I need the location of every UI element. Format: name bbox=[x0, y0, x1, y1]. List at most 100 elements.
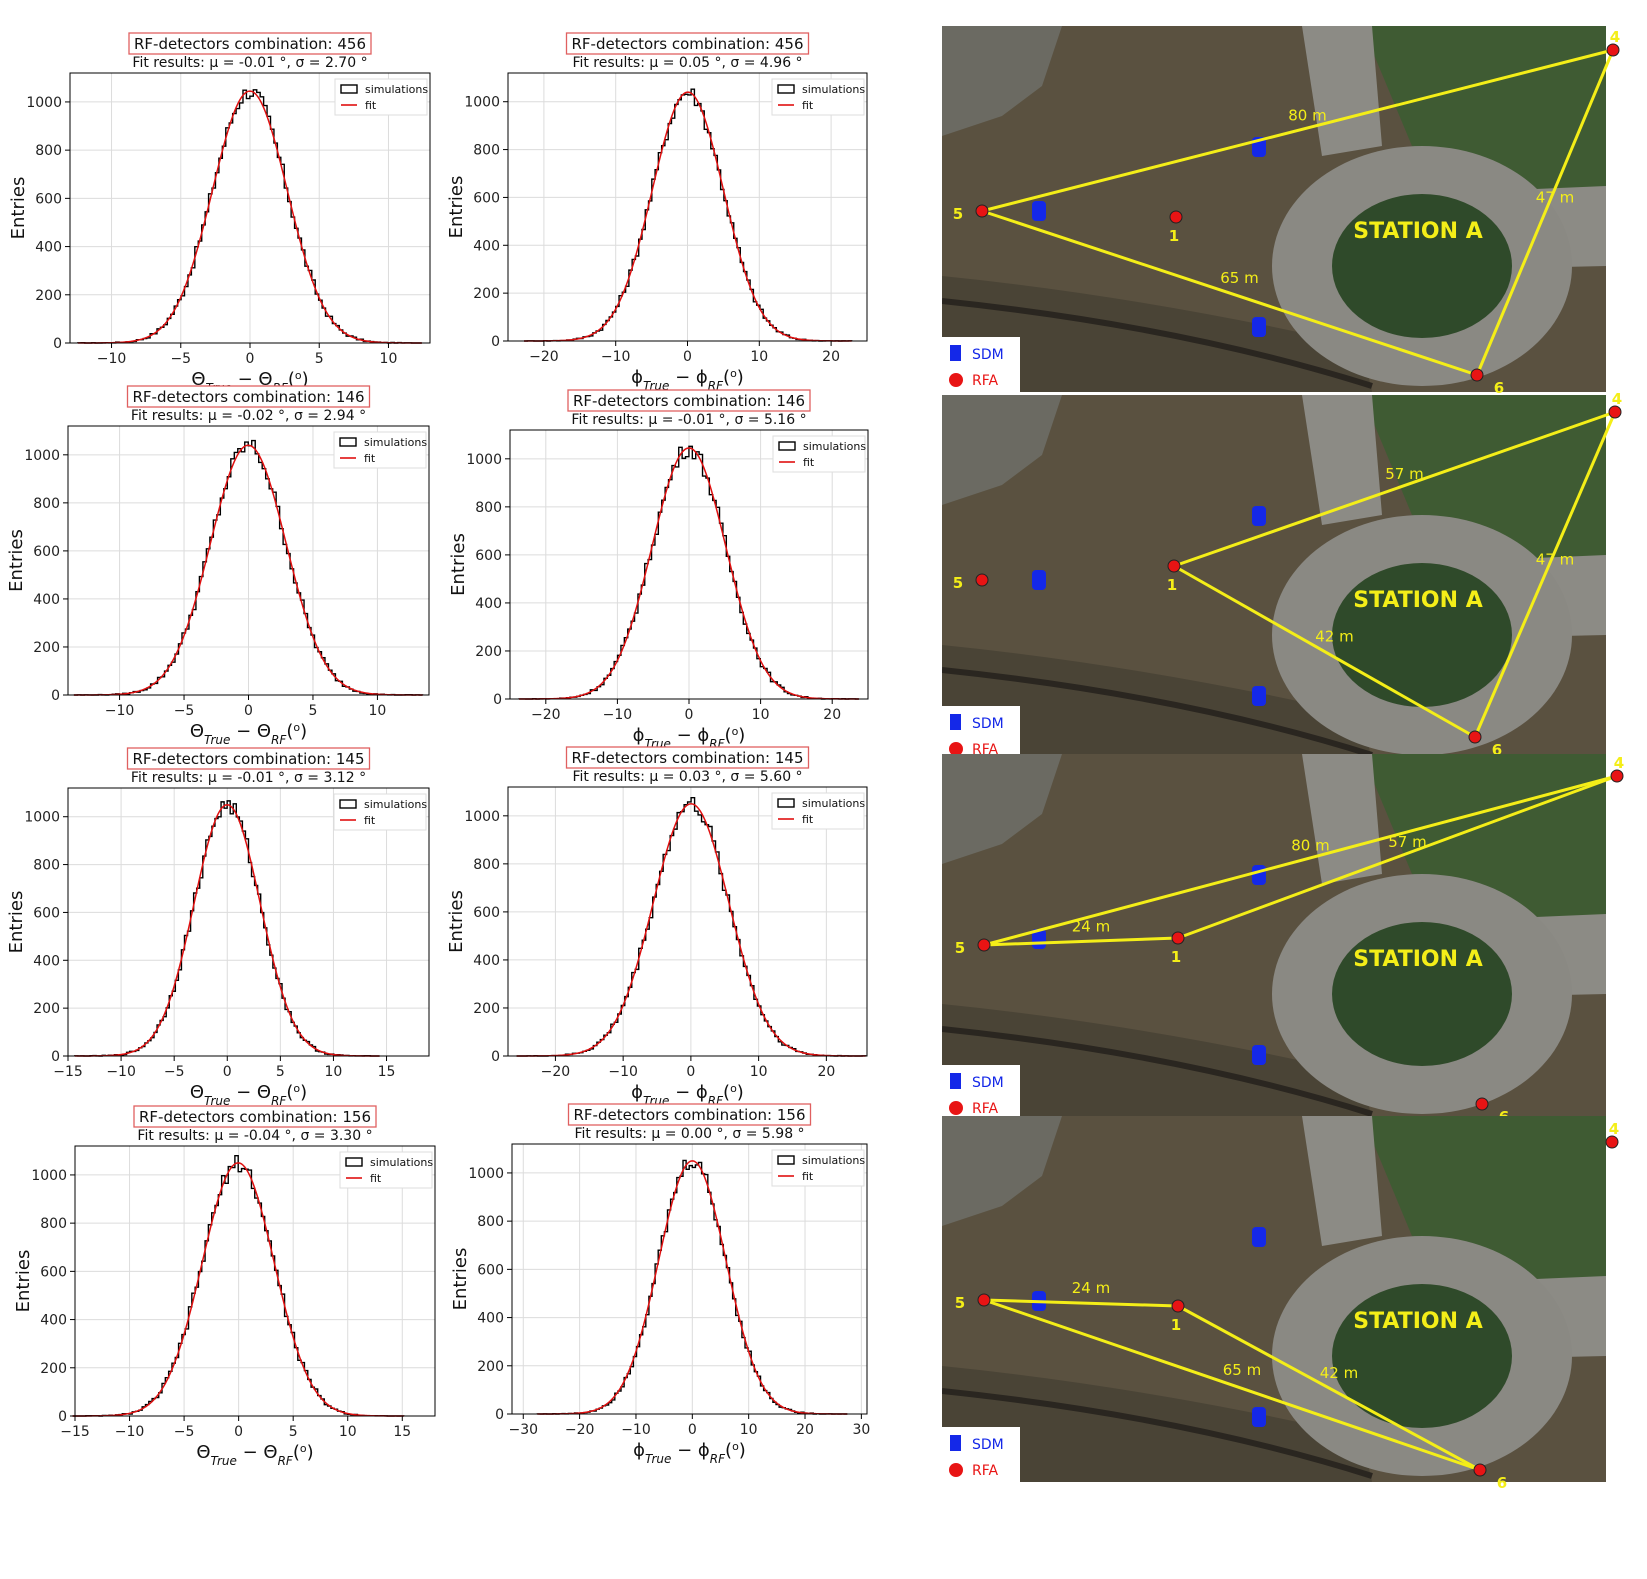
sdm-detector bbox=[1252, 1045, 1266, 1065]
legend-label-simulations: simulations bbox=[365, 83, 428, 96]
x-tick-label: 0 bbox=[244, 703, 253, 719]
sdm-detector bbox=[1032, 570, 1046, 590]
access-road bbox=[1302, 754, 1382, 884]
y-tick-label: 200 bbox=[40, 1361, 67, 1377]
y-tick-label: 0 bbox=[495, 1407, 504, 1423]
y-tick-label: 1000 bbox=[24, 810, 60, 826]
x-tick-label: 30 bbox=[852, 1422, 870, 1438]
y-tick-label: 800 bbox=[473, 143, 500, 159]
legend-swatch-simulations bbox=[777, 84, 795, 94]
node-label: 4 bbox=[1614, 754, 1624, 772]
histogram-panel-7: −15 −10 −5 0 5 10 15 0 200 400 600 800 1000 ΘTrue − Θ… bbox=[13, 1105, 436, 1468]
legend-swatch-simulations bbox=[777, 798, 795, 808]
plot-frame bbox=[67, 787, 430, 1057]
node-label: 4 bbox=[1609, 1120, 1619, 1138]
x-tick-label: 0 bbox=[223, 1064, 232, 1080]
aerial-background bbox=[942, 26, 1606, 392]
chart-title: RF-detectors combination: 146 bbox=[573, 392, 805, 410]
distance-line bbox=[981, 48, 1614, 213]
node-label: 1 bbox=[1171, 1316, 1181, 1334]
legend-box bbox=[771, 1149, 865, 1187]
roundabout-island bbox=[1332, 1284, 1512, 1428]
distance-line bbox=[1173, 410, 1616, 568]
x-tick-label: 20 bbox=[822, 349, 840, 365]
legend-label: RFA bbox=[972, 1101, 998, 1117]
x-tick-label: 20 bbox=[817, 1064, 835, 1080]
y-tick-label: 600 bbox=[475, 548, 502, 564]
legend-label-simulations: simulations bbox=[802, 1154, 865, 1167]
sdm-detector bbox=[1252, 865, 1266, 885]
y-axis-label: Entries bbox=[8, 177, 29, 240]
x-tick-label: −10 bbox=[106, 1064, 136, 1080]
x-tick-label: −5 bbox=[174, 703, 195, 719]
legend-sdm-marker bbox=[950, 1073, 961, 1089]
simulations-histogram bbox=[74, 800, 380, 1057]
aerial-background bbox=[942, 395, 1606, 761]
chart-title: RF-detectors combination: 145 bbox=[133, 750, 365, 768]
node-label: 5 bbox=[953, 205, 963, 223]
x-tick-label: 0 bbox=[688, 1422, 697, 1438]
chart-title: RF-detectors combination: 156 bbox=[574, 1106, 806, 1124]
x-axis-label: ϕTrue − ϕRF(o) bbox=[631, 367, 744, 394]
station-label: STATION A bbox=[1353, 947, 1482, 972]
plot-frame bbox=[507, 786, 868, 1057]
distance-line bbox=[1177, 774, 1618, 940]
x-tick-label: 10 bbox=[752, 707, 770, 723]
node-label: 1 bbox=[1171, 948, 1181, 966]
legend-label: SDM bbox=[972, 1075, 1004, 1091]
fence-line bbox=[942, 1026, 1373, 1117]
y-tick-label: 0 bbox=[51, 688, 60, 704]
distance-label: 24 m bbox=[1072, 1279, 1110, 1297]
distance-line bbox=[983, 774, 1618, 947]
legend-rfa-marker bbox=[949, 742, 963, 756]
chart-title-box bbox=[565, 32, 810, 55]
node-label: 1 bbox=[1167, 576, 1177, 594]
legend-label-fit: fit bbox=[364, 452, 376, 465]
distance-label: 47 m bbox=[1536, 189, 1574, 207]
legend-label-fit: fit bbox=[370, 1172, 382, 1185]
y-tick-label: 600 bbox=[473, 905, 500, 921]
y-tick-label: 1000 bbox=[468, 1166, 504, 1182]
legend-swatch-simulations bbox=[339, 799, 357, 809]
y-tick-label: 200 bbox=[33, 640, 60, 656]
y-axis-label: Entries bbox=[448, 533, 469, 596]
legend-label: SDM bbox=[972, 347, 1004, 363]
x-tick-label: −10 bbox=[601, 349, 631, 365]
x-tick-label: −15 bbox=[53, 1064, 83, 1080]
x-tick-label: −10 bbox=[115, 1424, 145, 1440]
x-tick-label: 10 bbox=[325, 1064, 343, 1080]
y-tick-label: 400 bbox=[33, 953, 60, 969]
y-tick-label: 800 bbox=[35, 143, 62, 159]
sdm-detector bbox=[1032, 201, 1046, 221]
y-tick-label: 400 bbox=[475, 596, 502, 612]
rfa-node bbox=[1167, 559, 1181, 573]
distance-line bbox=[1177, 1304, 1481, 1472]
y-tick-label: 800 bbox=[477, 1214, 504, 1230]
legend-label-fit: fit bbox=[802, 99, 814, 112]
chart-subtitle: Fit results: μ = -0.01 °, σ = 5.16 ° bbox=[571, 412, 806, 428]
y-tick-label: 600 bbox=[40, 1264, 67, 1280]
legend-label-simulations: simulations bbox=[803, 440, 866, 453]
x-tick-label: 15 bbox=[393, 1424, 411, 1440]
plot-frame bbox=[511, 1143, 868, 1415]
y-tick-label: 200 bbox=[475, 644, 502, 660]
node-label: 1 bbox=[1169, 227, 1179, 245]
x-tick-label: 10 bbox=[740, 1422, 758, 1438]
legend-label-simulations: simulations bbox=[802, 797, 865, 810]
legend-swatch-simulations bbox=[339, 437, 357, 447]
x-tick-label: 10 bbox=[750, 1064, 768, 1080]
x-tick-label: −10 bbox=[105, 703, 135, 719]
node-label: 5 bbox=[955, 1294, 965, 1312]
chart-title-box bbox=[567, 1103, 812, 1126]
fit-curve bbox=[516, 803, 866, 1057]
chart-title: RF-detectors combination: 156 bbox=[139, 1108, 371, 1126]
fence-line bbox=[942, 667, 1373, 758]
chart-title-box bbox=[126, 385, 371, 408]
aerial-background bbox=[942, 754, 1606, 1120]
node-label: 4 bbox=[1612, 390, 1622, 408]
rfa-node bbox=[1171, 931, 1185, 945]
distance-label: 47 m bbox=[1536, 551, 1574, 569]
y-tick-label: 200 bbox=[473, 1001, 500, 1017]
building-area bbox=[942, 395, 1062, 505]
station-label: STATION A bbox=[1353, 219, 1482, 244]
